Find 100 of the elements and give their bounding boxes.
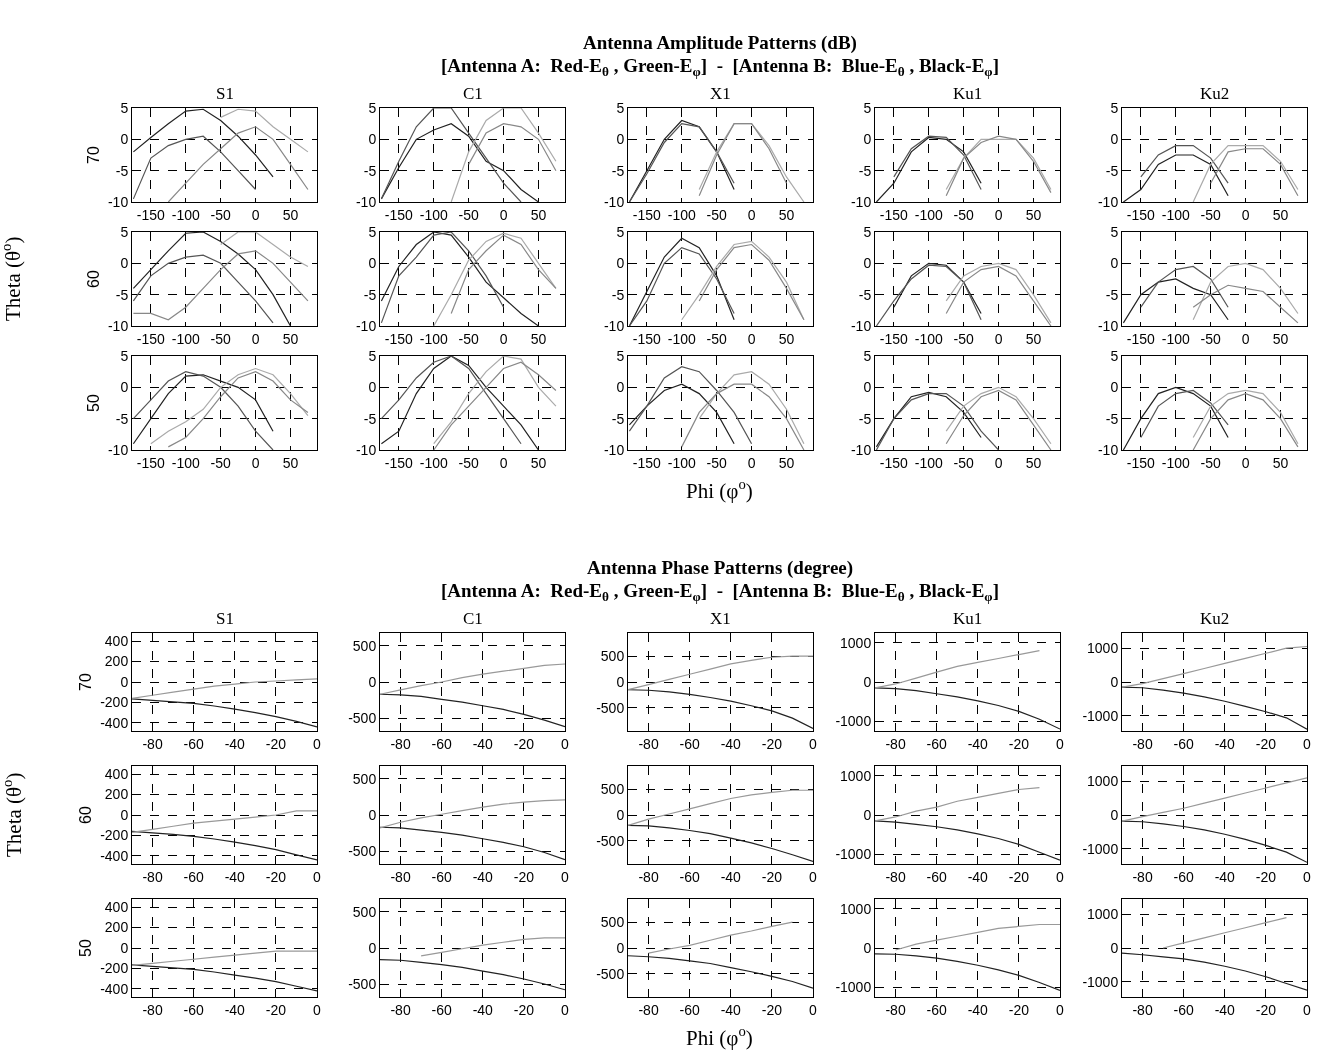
y-tick-label: 5 xyxy=(863,347,872,364)
y-tick-label: 0 xyxy=(120,379,129,396)
x-tick-label: -40 xyxy=(224,868,246,885)
x-tick-label: -20 xyxy=(513,1001,535,1018)
y-tick-label: 0 xyxy=(120,255,129,272)
y-tick-label: 5 xyxy=(120,223,129,240)
x-tick-label: 0 xyxy=(1303,1001,1312,1018)
x-tick-label: 0 xyxy=(561,735,570,752)
y-axis-title: 60 xyxy=(84,270,102,288)
y-tick-label: 0 xyxy=(863,673,872,690)
y-tick-label: 5 xyxy=(368,223,377,240)
x-tick-label: -150 xyxy=(136,206,166,223)
chart-title: Ku1 xyxy=(953,609,983,628)
x-tick-label: 0 xyxy=(499,206,508,223)
y-tick-label: -10 xyxy=(107,441,129,458)
x-tick-label: -60 xyxy=(926,735,947,752)
text: Antenna Amplitude Patterns (dB) xyxy=(583,32,857,54)
x-tick-label: 0 xyxy=(251,330,260,347)
y-tick-label: -5 xyxy=(363,410,377,427)
x-tick-label: -20 xyxy=(513,735,535,752)
y-tick-label: 0 xyxy=(863,806,872,823)
y-tick-label: 0 xyxy=(368,131,377,148)
x-tick-label: -100 xyxy=(419,206,448,223)
x-tick-label: 50 xyxy=(282,206,299,223)
text: Antenna Phase Patterns (degree) xyxy=(587,557,854,579)
x-tick-label: -100 xyxy=(667,330,696,347)
x-tick-label: 50 xyxy=(778,330,795,347)
y-tick-label: -10 xyxy=(1097,317,1119,334)
x-tick-label: -80 xyxy=(1132,868,1153,885)
chart-title: C1 xyxy=(463,84,483,103)
y-tick-label: 5 xyxy=(1110,347,1119,364)
chart-title: X1 xyxy=(710,609,731,628)
y-tick-label: -5 xyxy=(363,162,377,179)
x-tick-label: -60 xyxy=(183,1001,204,1018)
x-tick-label: -150 xyxy=(632,330,662,347)
x-tick-label: -40 xyxy=(967,1001,989,1018)
x-tick-label: 0 xyxy=(994,454,1003,471)
x-tick-label: 0 xyxy=(1056,735,1065,752)
x-tick-label: 0 xyxy=(1303,868,1312,885)
y-tick-label: 0 xyxy=(863,379,872,396)
y-tick-label: 1000 xyxy=(1087,906,1119,923)
x-tick-label: -20 xyxy=(1255,735,1277,752)
y-tick-label: -5 xyxy=(858,162,872,179)
x-tick-label: -40 xyxy=(967,868,989,885)
x-tick-label: 50 xyxy=(1272,454,1289,471)
y-tick-label: 400 xyxy=(104,633,129,650)
y-tick-label: 500 xyxy=(352,637,377,654)
x-tick-label: -150 xyxy=(1126,206,1156,223)
x-tick-label: -20 xyxy=(1008,868,1030,885)
x-tick-label: -50 xyxy=(1200,330,1221,347)
y-tick-label: -10 xyxy=(107,193,129,210)
y-tick-label: -5 xyxy=(611,286,625,303)
y-tick-label: 0 xyxy=(120,939,129,956)
x-tick-label: -20 xyxy=(265,735,287,752)
x-tick-label: -100 xyxy=(914,330,943,347)
x-tick-label: -80 xyxy=(638,735,659,752)
y-tick-label: 0 xyxy=(863,131,872,148)
y-tick-label: 0 xyxy=(368,379,377,396)
x-tick-label: -150 xyxy=(632,454,662,471)
x-tick-label: -50 xyxy=(706,454,727,471)
x-tick-label: 0 xyxy=(809,868,818,885)
y-axis-title: 50 xyxy=(84,394,102,412)
y-tick-label: 0 xyxy=(1110,806,1119,823)
y-tick-label: 0 xyxy=(616,255,625,272)
x-tick-label: -80 xyxy=(638,868,659,885)
x-tick-label: -20 xyxy=(1008,735,1030,752)
chart-title: S1 xyxy=(216,84,234,103)
y-tick-label: -500 xyxy=(348,709,377,726)
y-tick-label: -1000 xyxy=(835,846,872,863)
y-tick-label: -10 xyxy=(850,317,872,334)
y-tick-label: 5 xyxy=(1110,223,1119,240)
x-tick-label: -150 xyxy=(879,206,909,223)
x-tick-label: -40 xyxy=(1214,868,1236,885)
y-tick-label: 0 xyxy=(616,379,625,396)
y-tick-label: -5 xyxy=(363,286,377,303)
x-tick-label: -20 xyxy=(1008,1001,1030,1018)
chart-title: Ku1 xyxy=(953,84,983,103)
y-axis-title: 60 xyxy=(77,806,95,824)
x-tick-label: -50 xyxy=(706,330,727,347)
y-tick-label: -10 xyxy=(107,317,129,334)
x-tick-label: 0 xyxy=(251,206,260,223)
y-tick-label: 0 xyxy=(120,131,129,148)
y-tick-label: 5 xyxy=(616,347,625,364)
text: Phi (φ$^{o}$) xyxy=(686,1023,753,1050)
y-tick-label: 1000 xyxy=(1087,640,1119,657)
x-tick-label: 0 xyxy=(809,735,818,752)
x-tick-label: -150 xyxy=(879,330,909,347)
y-tick-label: -5 xyxy=(115,410,129,427)
y-tick-label: 500 xyxy=(600,914,625,931)
y-tick-label: -5 xyxy=(115,286,129,303)
x-tick-label: 50 xyxy=(282,454,299,471)
x-tick-label: -80 xyxy=(390,1001,411,1018)
y-tick-label: 500 xyxy=(600,648,625,665)
y-tick-label: 0 xyxy=(616,673,625,690)
y-tick-label: 500 xyxy=(352,770,377,787)
x-tick-label: -40 xyxy=(472,1001,494,1018)
x-tick-label: -50 xyxy=(210,330,231,347)
y-tick-label: 0 xyxy=(616,131,625,148)
x-tick-label: -100 xyxy=(914,454,943,471)
y-tick-label: 500 xyxy=(352,903,377,920)
